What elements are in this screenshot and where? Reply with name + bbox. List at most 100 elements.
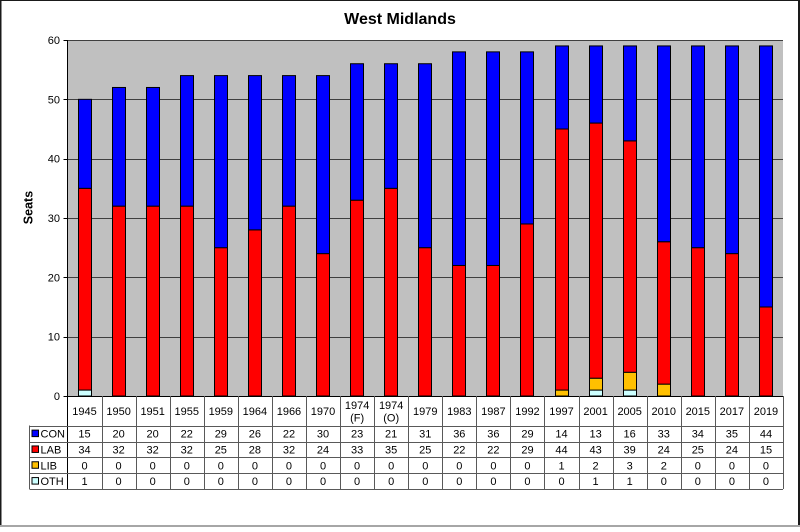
svg-text:0: 0 xyxy=(524,460,530,472)
svg-text:0: 0 xyxy=(286,460,292,472)
svg-text:0: 0 xyxy=(54,391,60,403)
svg-text:0: 0 xyxy=(150,460,156,472)
svg-text:2: 2 xyxy=(593,460,599,472)
svg-text:29: 29 xyxy=(521,444,533,456)
svg-text:0: 0 xyxy=(456,476,462,488)
svg-text:0: 0 xyxy=(661,476,667,488)
svg-text:25: 25 xyxy=(419,444,431,456)
svg-text:3: 3 xyxy=(627,460,633,472)
svg-text:1964: 1964 xyxy=(243,406,267,418)
svg-text:0: 0 xyxy=(320,476,326,488)
svg-text:0: 0 xyxy=(490,476,496,488)
svg-text:2019: 2019 xyxy=(754,406,778,418)
svg-text:28: 28 xyxy=(249,444,261,456)
svg-text:0: 0 xyxy=(81,460,87,472)
svg-text:1: 1 xyxy=(81,476,87,488)
svg-text:0: 0 xyxy=(422,460,428,472)
svg-text:39: 39 xyxy=(624,444,636,456)
svg-text:0: 0 xyxy=(184,460,190,472)
svg-text:22: 22 xyxy=(487,444,499,456)
svg-text:0: 0 xyxy=(524,476,530,488)
svg-text:1974: 1974 xyxy=(345,400,369,412)
svg-text:0: 0 xyxy=(422,476,428,488)
svg-text:2005: 2005 xyxy=(617,406,641,418)
svg-text:44: 44 xyxy=(760,429,772,441)
svg-text:15: 15 xyxy=(78,429,90,441)
svg-text:22: 22 xyxy=(181,429,193,441)
svg-text:35: 35 xyxy=(385,444,397,456)
svg-text:20: 20 xyxy=(112,429,124,441)
svg-text:0: 0 xyxy=(388,460,394,472)
svg-text:West Midlands: West Midlands xyxy=(344,11,456,28)
svg-text:40: 40 xyxy=(48,154,60,166)
svg-text:15: 15 xyxy=(760,444,772,456)
svg-text:0: 0 xyxy=(218,460,224,472)
svg-text:0: 0 xyxy=(354,460,360,472)
svg-text:0: 0 xyxy=(763,476,769,488)
svg-text:26: 26 xyxy=(249,429,261,441)
svg-text:0: 0 xyxy=(388,476,394,488)
svg-text:25: 25 xyxy=(692,444,704,456)
svg-text:32: 32 xyxy=(112,444,124,456)
svg-text:1945: 1945 xyxy=(72,406,96,418)
svg-text:1997: 1997 xyxy=(549,406,573,418)
svg-text:24: 24 xyxy=(726,444,738,456)
svg-text:0: 0 xyxy=(729,476,735,488)
svg-text:2001: 2001 xyxy=(583,406,607,418)
svg-text:36: 36 xyxy=(453,429,465,441)
svg-text:0: 0 xyxy=(116,460,122,472)
svg-text:0: 0 xyxy=(456,460,462,472)
svg-text:43: 43 xyxy=(589,444,601,456)
svg-text:1983: 1983 xyxy=(447,406,471,418)
svg-text:0: 0 xyxy=(695,460,701,472)
svg-text:1955: 1955 xyxy=(175,406,199,418)
svg-text:32: 32 xyxy=(283,444,295,456)
svg-text:24: 24 xyxy=(658,444,670,456)
svg-text:OTH: OTH xyxy=(41,476,64,488)
svg-text:16: 16 xyxy=(624,429,636,441)
svg-text:0: 0 xyxy=(490,460,496,472)
svg-text:0: 0 xyxy=(150,476,156,488)
svg-text:60: 60 xyxy=(48,35,60,47)
svg-text:0: 0 xyxy=(558,476,564,488)
svg-text:0: 0 xyxy=(320,460,326,472)
svg-text:Seats: Seats xyxy=(22,191,36,224)
svg-text:1959: 1959 xyxy=(209,406,233,418)
svg-text:30: 30 xyxy=(48,213,60,225)
svg-text:29: 29 xyxy=(215,429,227,441)
svg-text:1987: 1987 xyxy=(481,406,505,418)
svg-text:1950: 1950 xyxy=(106,406,130,418)
svg-text:0: 0 xyxy=(695,476,701,488)
svg-text:13: 13 xyxy=(589,429,601,441)
svg-text:1: 1 xyxy=(627,476,633,488)
svg-text:30: 30 xyxy=(317,429,329,441)
svg-text:0: 0 xyxy=(116,476,122,488)
svg-text:33: 33 xyxy=(658,429,670,441)
svg-text:23: 23 xyxy=(351,429,363,441)
svg-text:33: 33 xyxy=(351,444,363,456)
svg-text:36: 36 xyxy=(487,429,499,441)
svg-text:1979: 1979 xyxy=(413,406,437,418)
svg-text:50: 50 xyxy=(48,94,60,106)
svg-text:0: 0 xyxy=(184,476,190,488)
svg-text:22: 22 xyxy=(453,444,465,456)
svg-text:2017: 2017 xyxy=(720,406,744,418)
svg-text:1992: 1992 xyxy=(515,406,539,418)
svg-text:44: 44 xyxy=(555,444,567,456)
svg-text:1: 1 xyxy=(558,460,564,472)
svg-text:32: 32 xyxy=(181,444,193,456)
svg-text:34: 34 xyxy=(78,444,90,456)
svg-text:10: 10 xyxy=(48,332,60,344)
svg-text:0: 0 xyxy=(286,476,292,488)
svg-text:0: 0 xyxy=(218,476,224,488)
svg-text:29: 29 xyxy=(521,429,533,441)
svg-text:31: 31 xyxy=(419,429,431,441)
svg-text:1: 1 xyxy=(593,476,599,488)
svg-text:0: 0 xyxy=(729,460,735,472)
svg-text:LIB: LIB xyxy=(41,460,58,472)
svg-text:22: 22 xyxy=(283,429,295,441)
svg-text:2: 2 xyxy=(661,460,667,472)
svg-text:0: 0 xyxy=(252,476,258,488)
svg-text:2010: 2010 xyxy=(652,406,676,418)
svg-text:34: 34 xyxy=(692,429,704,441)
